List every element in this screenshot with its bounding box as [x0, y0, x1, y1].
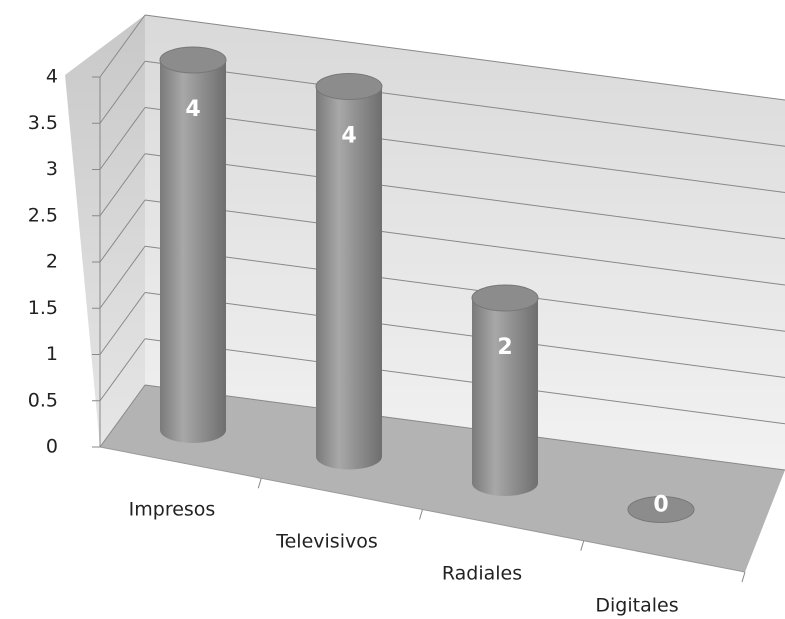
grid-line — [99, 338, 146, 402]
grid-line — [99, 292, 146, 355]
y-tick-label: 3.5 — [28, 112, 58, 134]
y-tick-label: 4 — [46, 66, 58, 88]
grid-line — [144, 153, 785, 240]
y-tick-label: 3 — [46, 158, 58, 180]
x-tick — [419, 509, 423, 520]
cylinder — [316, 86, 382, 470]
y-tick-label: 0.5 — [28, 389, 58, 411]
y-tick-label: 1 — [46, 343, 58, 365]
grid-line — [99, 60, 146, 124]
cylinder-top — [159, 46, 227, 74]
cylinder — [160, 60, 226, 443]
data-label: 4 — [341, 124, 356, 149]
cylinder-top — [315, 73, 383, 100]
x-tick-label: Digitales — [595, 595, 678, 617]
data-label: 2 — [497, 335, 512, 360]
grid-line — [144, 199, 785, 286]
grid-line — [144, 338, 785, 425]
y-tick-label: 0 — [46, 436, 58, 458]
y-tick-label: 1.5 — [28, 297, 58, 319]
grid-line — [144, 107, 785, 193]
x-tick — [257, 478, 262, 489]
grid-line — [144, 14, 785, 101]
x-tick — [580, 540, 585, 551]
data-label: 0 — [653, 493, 668, 518]
grid-line — [99, 153, 146, 217]
grid-line — [144, 60, 785, 147]
data-label: 4 — [185, 97, 200, 122]
grid-line — [99, 384, 146, 448]
cylinder-top — [627, 496, 695, 523]
cylinder-top — [471, 284, 539, 312]
grid-line — [99, 107, 146, 170]
grid-line — [99, 14, 146, 78]
grid-line — [99, 199, 146, 263]
grid-line — [144, 245, 785, 332]
x-tick-label: Impresos — [129, 499, 216, 521]
x-tick — [741, 571, 746, 583]
cylinder — [472, 298, 538, 496]
grid-line — [144, 384, 785, 471]
x-tick-label: Televisivos — [275, 531, 378, 553]
grid-line — [99, 245, 146, 309]
side-wall — [65, 15, 145, 447]
x-tick-label: Radiales — [442, 563, 522, 585]
y-tick-label: 2.5 — [28, 204, 58, 226]
grid-line — [144, 292, 785, 378]
floor — [100, 385, 785, 572]
y-tick-label: 2 — [46, 251, 58, 273]
